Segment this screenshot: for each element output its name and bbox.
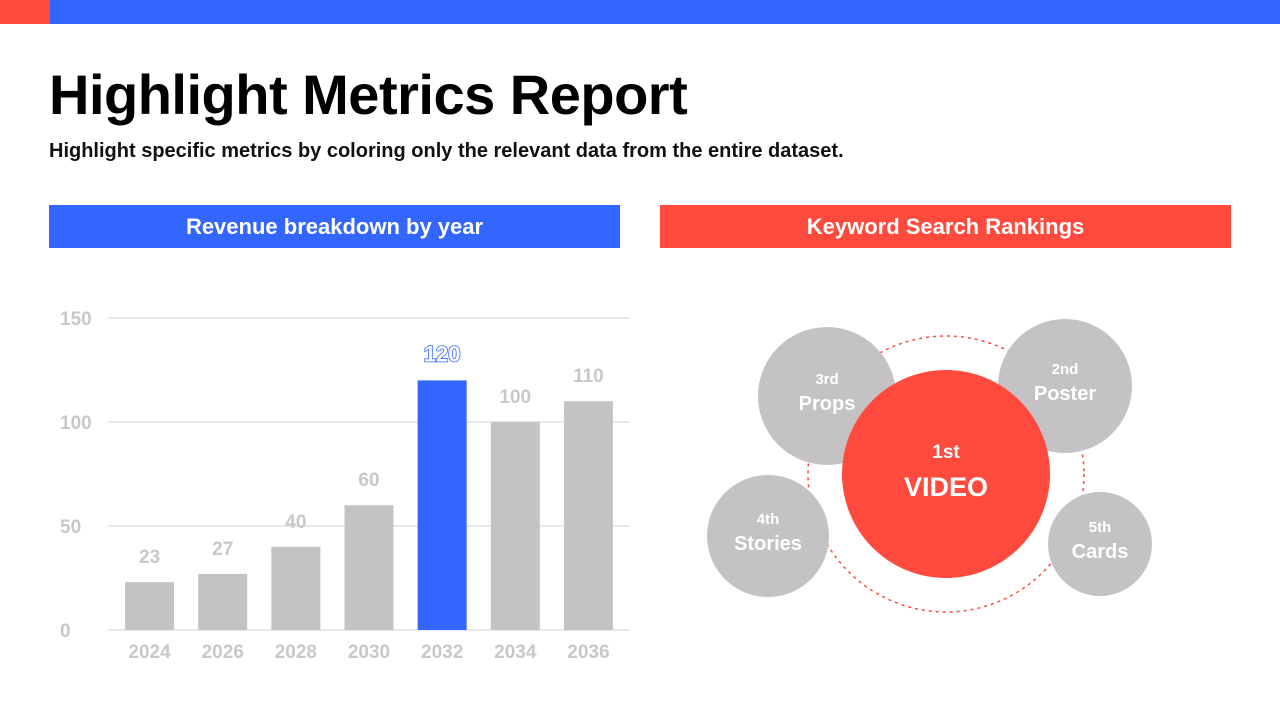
keyword-panel-header: Keyword Search Rankings [660, 205, 1231, 248]
x-tick-label: 2032 [421, 642, 463, 663]
bar-value-label: 40 [285, 512, 306, 533]
bubble-rank-label: 2nd [1052, 361, 1079, 378]
bar-value-label: 110 [573, 366, 604, 387]
bubble-keyword-label: VIDEO [904, 472, 988, 502]
x-tick-label: 2026 [202, 642, 244, 663]
bubble-rank-label: 4th [757, 511, 780, 528]
x-tick-label: 2024 [128, 642, 171, 663]
y-tick-label: 150 [60, 309, 92, 330]
y-tick-label: 50 [60, 517, 81, 538]
x-tick-label: 2030 [348, 642, 390, 663]
bar [563, 401, 613, 630]
bar [490, 422, 540, 630]
bar-value-label: 60 [358, 470, 379, 491]
y-tick-label: 100 [60, 413, 92, 434]
bubble-video [842, 370, 1050, 578]
keyword-bubble-chart: 2nd Poster 3rd Props 4th Stories 5th Cards 1st VI… [707, 319, 1152, 613]
bar [271, 546, 321, 630]
x-tick-label: 2036 [567, 642, 609, 663]
bar [125, 582, 175, 630]
keyword-panel-title: Keyword Search Rankings [806, 213, 1085, 239]
bubble-cards [1048, 492, 1152, 596]
revenue-panel-title: Revenue breakdown by year [185, 213, 484, 239]
top-accent-red [0, 0, 50, 24]
bubble-keyword-label: Stories [734, 533, 802, 555]
bubble-keyword-label: Props [799, 393, 856, 415]
page-subtitle: Highlight specific metrics by coloring o… [49, 140, 844, 162]
bar [344, 505, 394, 630]
bar-value-label: 27 [212, 539, 233, 560]
bubble-rank-label: 3rd [815, 371, 838, 388]
bar-value-label: 23 [139, 547, 160, 568]
bubble-rank-label: 1st [932, 442, 960, 463]
y-tick-label: 0 [60, 621, 71, 642]
x-tick-label: 2034 [494, 642, 537, 663]
revenue-panel-header: Revenue breakdown by year [49, 205, 620, 248]
top-accent-blue [50, 0, 1280, 24]
bar [198, 573, 248, 630]
bar-value-label: 120 [424, 341, 461, 366]
bubble-rank-label: 5th [1089, 519, 1112, 536]
bubble-stories [707, 475, 829, 597]
top-accent-bar [0, 0, 1280, 24]
revenue-bar-chart: 0 50 100 150 23 2024 27 2026 40 2028 60 2030 120 2032… [60, 309, 630, 663]
bar-value-label: 100 [499, 387, 531, 408]
x-tick-label: 2028 [275, 642, 317, 663]
orbit-ring [807, 335, 1085, 613]
page-title: Highlight Metrics Report [49, 63, 688, 126]
bubble-keyword-label: Cards [1072, 541, 1129, 563]
bar [417, 380, 467, 630]
bubble-keyword-label: Poster [1034, 383, 1096, 405]
